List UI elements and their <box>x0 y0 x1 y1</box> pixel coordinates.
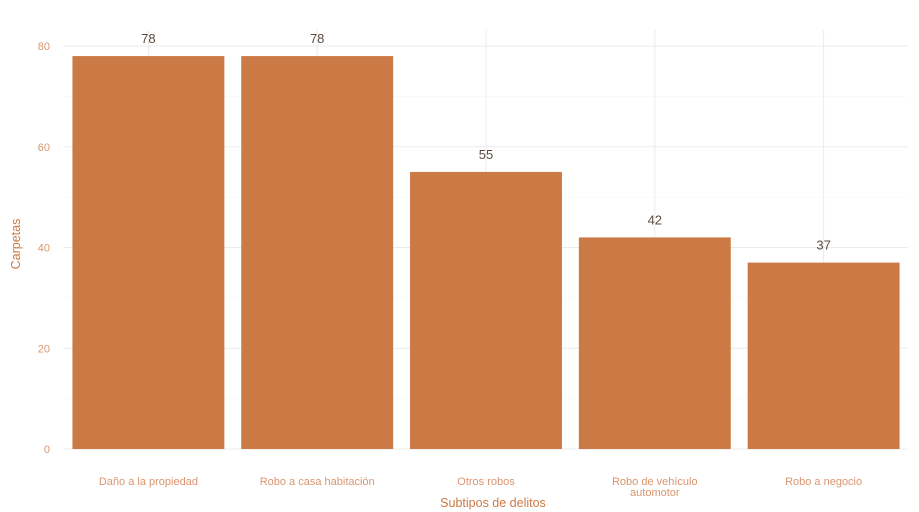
x-tick-label: Daño a la propiedad <box>99 476 198 488</box>
y-tick-label: 0 <box>44 444 50 456</box>
x-axis-ticks: Daño a la propiedad Robo a casa habitació… <box>99 476 862 499</box>
y-tick-label: 20 <box>38 343 50 355</box>
bar <box>578 237 731 449</box>
x-tick-label-line: automotor <box>630 487 680 499</box>
bar <box>410 171 562 449</box>
bar-value-label: 78 <box>141 31 155 46</box>
x-tick-label: Robo a casa habitación <box>260 476 375 488</box>
x-tick-label: Robo a negocio <box>785 476 862 488</box>
y-tick-label: 40 <box>38 243 50 255</box>
bars <box>72 56 900 449</box>
y-tick-label: 60 <box>38 142 50 154</box>
bar-value-label: 42 <box>648 212 662 227</box>
y-axis-title: Carpetas <box>9 219 23 270</box>
data-labels: 78 78 55 42 37 <box>141 31 831 253</box>
x-axis-title: Subtipos de delitos <box>440 496 546 510</box>
x-tick-label: Robo de vehículo automotor <box>612 476 698 499</box>
bar <box>241 56 394 449</box>
x-tick-label: Otros robos <box>457 476 515 488</box>
bar <box>72 56 225 449</box>
bar-value-label: 55 <box>479 147 493 162</box>
x-tick-label-line: Robo a negocio <box>785 476 862 488</box>
y-tick-label: 80 <box>38 41 50 53</box>
x-tick-label-line: Daño a la propiedad <box>99 476 198 488</box>
bar-value-label: 37 <box>816 238 830 253</box>
y-axis-ticks: 0 20 40 60 80 <box>38 41 50 456</box>
x-tick-label-line: Robo a casa habitación <box>260 476 375 488</box>
x-tick-label-line: Robo de vehículo <box>612 476 698 488</box>
bar-value-label: 78 <box>310 31 324 46</box>
bar <box>747 262 900 449</box>
x-tick-label-line: Otros robos <box>457 476 515 488</box>
